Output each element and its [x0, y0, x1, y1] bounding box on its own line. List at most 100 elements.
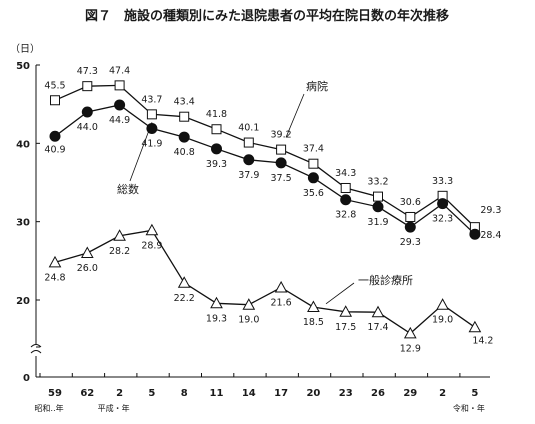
y-tick-label: 30: [16, 218, 30, 229]
leader-line: [325, 282, 355, 305]
series-lines: [54, 84, 476, 335]
point-clinic: [48, 255, 62, 268]
chart-title: 図７ 施設の種類別にみた退院患者の平均在院日数の年次推移: [85, 8, 449, 24]
point-hospital: [146, 109, 157, 120]
data-label: 19.0: [238, 315, 259, 326]
point-total: [49, 130, 61, 142]
data-label: 21.6: [271, 297, 292, 308]
data-label: 39.2: [271, 130, 292, 141]
point-clinic: [145, 223, 159, 236]
data-label: 35.6: [303, 188, 324, 199]
point-total: [275, 157, 287, 169]
data-label: 44.9: [109, 115, 130, 126]
point-clinic: [307, 300, 320, 313]
data-label: 47.3: [77, 66, 98, 77]
data-label: 24.8: [44, 272, 65, 283]
series-markers: [48, 80, 482, 339]
point-clinic: [436, 298, 449, 310]
data-label: 37.9: [238, 170, 259, 181]
point-hospital: [340, 182, 351, 193]
point-total: [372, 201, 384, 213]
data-label: 29.3: [400, 237, 421, 248]
point-total: [114, 99, 126, 111]
data-label: 29.3: [480, 205, 501, 216]
data-label: 33.3: [432, 176, 453, 187]
series-label: 病院: [306, 79, 328, 93]
data-label: 17.4: [367, 322, 388, 333]
data-label: 43.7: [141, 94, 162, 105]
x-tick-label: 14: [242, 388, 256, 399]
data-label: 39.3: [206, 159, 227, 170]
point-clinic: [468, 320, 482, 333]
point-total: [469, 228, 481, 240]
point-hospital: [82, 81, 93, 92]
point-clinic: [242, 298, 256, 310]
y-tick-label: 40: [16, 139, 30, 150]
point-total: [81, 106, 93, 118]
data-label: 32.8: [335, 210, 356, 221]
data-label: 28.4: [480, 230, 501, 241]
data-label: 31.9: [367, 217, 388, 228]
point-hospital: [243, 137, 254, 148]
x-tick-label: 23: [339, 388, 353, 399]
data-label: 47.4: [109, 65, 130, 76]
x-tick-label: 11: [210, 388, 224, 399]
data-label: 45.5: [44, 80, 65, 91]
data-label: 37.5: [271, 173, 292, 184]
data-labels: 45.5 47.3 47.4 43.7 43.4 41.8 40.1 39.2 37.4 34.3…: [44, 65, 501, 354]
data-label: 19.3: [206, 313, 227, 324]
x-tick-label: 8: [181, 388, 188, 399]
data-label: 34.3: [335, 168, 356, 179]
x-tick-label: 62: [80, 388, 94, 399]
data-label: 18.5: [303, 317, 324, 328]
x-tick-label: 26: [371, 388, 385, 399]
data-label: 43.4: [174, 97, 195, 108]
era-label: 昭和‥年: [34, 403, 63, 413]
point-clinic: [210, 296, 223, 309]
data-label: 22.2: [174, 293, 195, 304]
point-clinic: [274, 280, 288, 293]
point-total: [243, 154, 255, 166]
point-clinic: [113, 229, 126, 241]
point-total: [211, 143, 222, 155]
series-line-1: [54, 104, 476, 235]
x-tick-label: 5: [471, 388, 478, 399]
x-tick-label: 59: [48, 388, 62, 399]
series-label: 総数: [117, 182, 139, 196]
x-tick-label: 20: [306, 388, 320, 399]
data-label: 30.6: [400, 197, 421, 208]
point-total: [178, 131, 190, 143]
data-label: 12.9: [400, 343, 421, 354]
y-axis-break-mark: [30, 350, 42, 354]
point-clinic: [177, 276, 191, 288]
axes: 0 20 30 40 50 59 62 2 5 8 11 14 17 20 23 26 29 2 5 昭和‥年 平成・年…: [16, 61, 490, 413]
point-hospital: [50, 95, 60, 106]
era-label: 令和・年: [453, 403, 485, 413]
y-tick-label: 50: [16, 61, 30, 72]
x-tick-label: 5: [148, 388, 155, 399]
point-clinic: [403, 326, 417, 339]
point-hospital: [276, 144, 287, 155]
point-clinic: [339, 305, 353, 317]
x-tick-label: 2: [439, 388, 446, 399]
point-hospital: [114, 80, 125, 91]
data-label: 40.1: [238, 123, 259, 134]
y-axis-break-mark: [30, 344, 42, 348]
data-label: 33.2: [367, 177, 388, 188]
x-tick-label: 29: [403, 388, 417, 399]
point-clinic: [80, 246, 94, 258]
data-label: 40.9: [44, 144, 65, 155]
point-total: [437, 198, 449, 210]
leader-line: [129, 122, 153, 182]
data-label: 37.4: [303, 144, 324, 155]
point-hospital: [405, 211, 416, 222]
data-label: 41.9: [141, 138, 162, 149]
y-tick-label: 0: [23, 373, 30, 384]
point-clinic: [371, 305, 385, 318]
point-total: [307, 172, 319, 184]
data-label: 28.2: [109, 246, 130, 257]
data-label: 26.0: [77, 263, 98, 274]
data-label: 40.8: [174, 147, 195, 158]
leader-line: [285, 93, 305, 138]
